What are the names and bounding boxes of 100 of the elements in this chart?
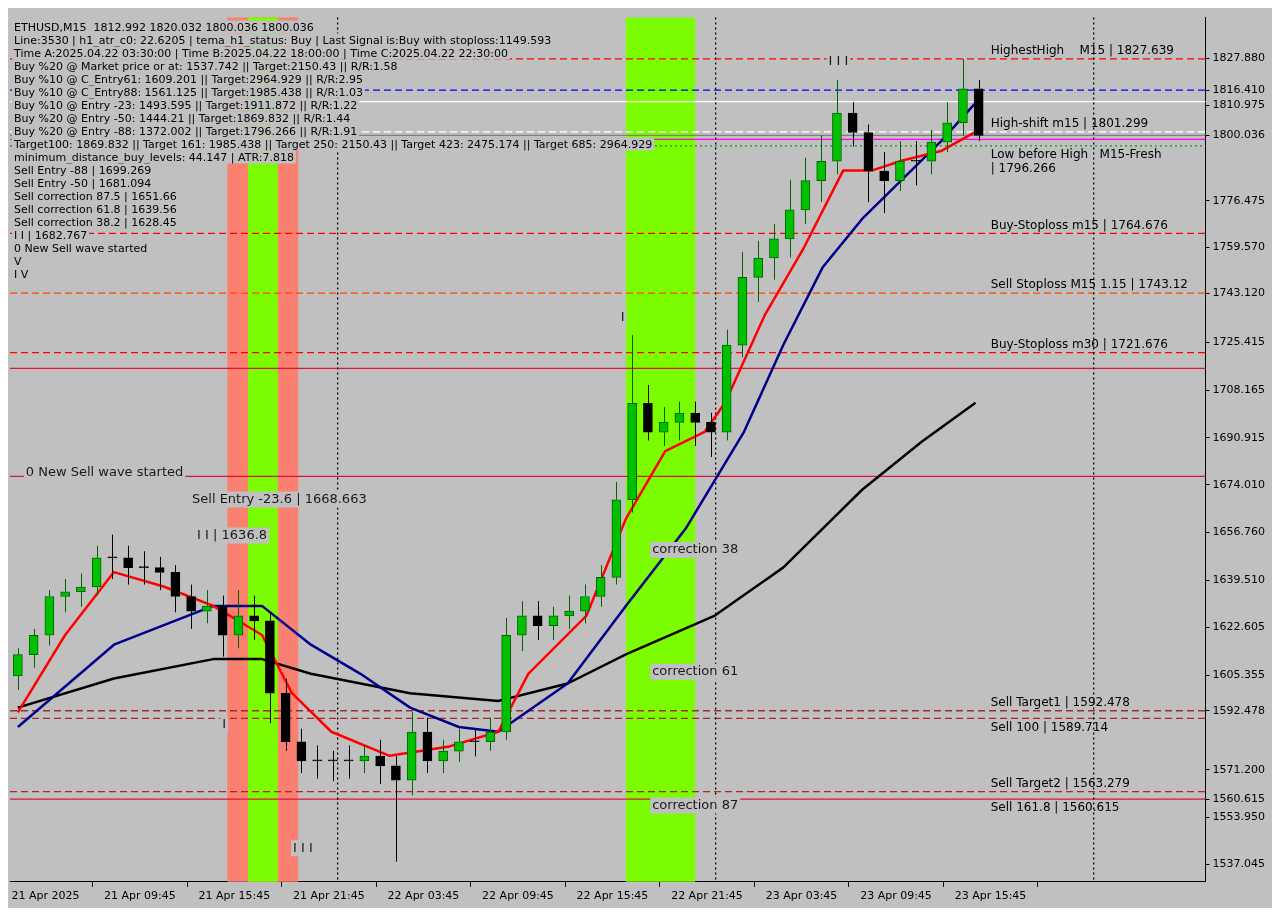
candlestick <box>847 101 858 148</box>
candlestick <box>454 728 464 763</box>
y-tick-label: 1725.415 <box>1212 335 1266 349</box>
candlestick <box>753 240 764 303</box>
y-tick-label: 1605.355 <box>1212 667 1266 681</box>
candlestick <box>406 711 417 796</box>
annotation: Sell Entry -50 | 1681.094 <box>14 176 152 190</box>
candlestick <box>973 79 984 142</box>
candlestick <box>312 744 322 780</box>
x-tick-label: 21 Apr 21:45 <box>293 889 365 903</box>
candlestick <box>706 412 716 458</box>
candlestick <box>958 58 968 137</box>
y-tick-label: 1592.478 <box>1212 703 1266 717</box>
annotation: 0 New Sell wave started <box>14 241 148 255</box>
y-tick-label: 1708.165 <box>1212 382 1266 396</box>
ref-line-label: High-shift m15 | 1801.299 <box>990 116 1149 131</box>
candlestick <box>910 140 921 186</box>
candlestick <box>107 534 118 580</box>
y-tick-label: 1759.570 <box>1212 240 1266 254</box>
candlestick <box>44 589 55 647</box>
candlestick <box>926 129 937 175</box>
candlestick <box>942 101 953 153</box>
y-tick-label: 1810.975 <box>1212 97 1266 111</box>
annotation: V <box>14 254 22 268</box>
annotation: Target100: 1869.832 || Target 161: 1985.438 || Target 250: 2150.43 || Target 423: 2475.174 || Target 685: 2964.929 <box>13 137 653 151</box>
candlestick <box>674 401 685 441</box>
y-tick-label: 1816.410 <box>1212 82 1266 96</box>
ref-line-label: HighestHigh M15 | 1827.639 <box>990 43 1175 58</box>
candlestick <box>13 647 23 691</box>
candlestick <box>863 123 874 203</box>
y-tick-label: 1639.510 <box>1212 573 1266 587</box>
annotation: Sell correction 87.5 | 1651.66 <box>14 189 177 203</box>
candlestick <box>737 251 748 358</box>
x-tick-label: 23 Apr 03:45 <box>765 889 838 903</box>
y-tick-label: 1537.045 <box>1212 857 1266 871</box>
candlestick <box>154 556 165 591</box>
annotation: correction 38 <box>652 541 739 557</box>
y-tick-label: 1656.760 <box>1212 525 1266 539</box>
ref-line-label: Sell Stoploss M15 1.15 | 1743.12 <box>990 277 1188 292</box>
annotation: I I | 1636.8 <box>197 526 268 542</box>
candlestick <box>611 481 622 586</box>
annotation: Buy %10 @ Entry -23: 1493.595 || Target:1911.872 || R/R:1.22 <box>14 98 358 112</box>
candlestick <box>438 739 448 774</box>
y-tick-label: 1571.200 <box>1212 762 1266 776</box>
candlestick <box>816 135 827 203</box>
ref-line-label: Buy-Stoploss m15 | 1764.676 <box>990 217 1168 232</box>
candlestick <box>123 545 133 586</box>
candlestick <box>422 717 433 774</box>
ref-line-label: Sell Target1 | 1592.478 <box>990 694 1130 709</box>
annotation: Time A:2025.04.22 03:30:00 | Time B:2025.04.22 18:00:00 | Time C:2025.04.22 22:30:00 <box>13 46 508 60</box>
annotation: I V <box>14 267 29 281</box>
candlestick <box>280 678 291 752</box>
candlestick <box>60 578 70 613</box>
candlestick <box>580 584 590 624</box>
ref-line-label: Buy-Stoploss m30 | 1721.676 <box>990 336 1168 351</box>
annotation: I I I <box>828 53 849 69</box>
annotation: I I I <box>293 839 313 855</box>
annotation: I <box>620 309 625 324</box>
annotation: I <box>222 716 227 732</box>
annotation: Buy %10 @ C_Entry61: 1609.201 || Target:2964.929 || R/R:2.95 <box>14 72 363 86</box>
x-tick-label: 21 Apr 15:45 <box>198 889 271 903</box>
annotation: I I | 1682.767 <box>14 228 88 242</box>
candlestick <box>658 406 669 447</box>
annotation: Buy %20 @ Market price or at: 1537.742 || Target:2150.43 || R/R:1.58 <box>14 59 398 73</box>
x-tick-label: 22 Apr 03:45 <box>387 889 460 903</box>
ref-line-label: Sell 161.8 | 1560.615 <box>990 800 1120 815</box>
candlestick <box>170 564 181 613</box>
candlestick <box>895 140 905 192</box>
ref-line-label: Sell 100 | 1589.714 <box>990 719 1109 734</box>
x-tick-label: 23 Apr 15:45 <box>954 889 1027 903</box>
candlestick <box>643 384 653 441</box>
chart-title: ETHUSD,M15 1812.992 1820.032 1800.036 1800.036 <box>14 20 314 34</box>
annotation: Sell Entry -23.6 | 1668.663 <box>192 490 367 506</box>
candlestick <box>328 750 338 782</box>
ref-line-label: Sell Target2 | 1563.279 <box>990 775 1130 790</box>
candlestick <box>76 572 86 608</box>
candlestick <box>784 179 795 258</box>
x-tick-label: 22 Apr 21:45 <box>671 889 743 903</box>
annotation: 0 New Sell wave started <box>25 463 184 479</box>
ref-line-label: Low before High M15-Fresh | 1796.266 <box>990 146 1162 175</box>
x-tick-label: 22 Apr 15:45 <box>576 889 649 903</box>
candlestick <box>564 595 574 630</box>
candlestick <box>296 728 307 774</box>
annotation: Sell correction 38.2 | 1628.45 <box>14 215 177 229</box>
candlestick <box>501 617 511 741</box>
annotation: Sell Entry -88 | 1699.269 <box>14 163 152 177</box>
candlestick <box>769 223 779 281</box>
annotation: Line:3530 | h1_atr_c0: 22.6205 | tema_h1_status: Buy | Last Signal is:Buy with stoploss:1149.593 <box>14 33 552 47</box>
candlestick <box>517 600 527 652</box>
x-tick-label: 22 Apr 09:45 <box>482 889 554 903</box>
candlestick <box>469 728 480 757</box>
candlestick <box>832 79 842 175</box>
y-tick-label: 1690.915 <box>1212 430 1266 444</box>
annotation: Buy %20 @ Entry -50: 1444.21 || Target:1869.832 || R/R:1.44 <box>14 111 351 125</box>
y-tick-label: 1743.120 <box>1212 286 1266 300</box>
y-tick-label: 1827.880 <box>1212 51 1266 65</box>
annotation: Sell correction 61.8 | 1639.56 <box>14 202 177 216</box>
candlestick <box>595 564 606 608</box>
candlestick <box>800 157 811 225</box>
x-tick-label: 21 Apr 09:45 <box>104 889 176 903</box>
